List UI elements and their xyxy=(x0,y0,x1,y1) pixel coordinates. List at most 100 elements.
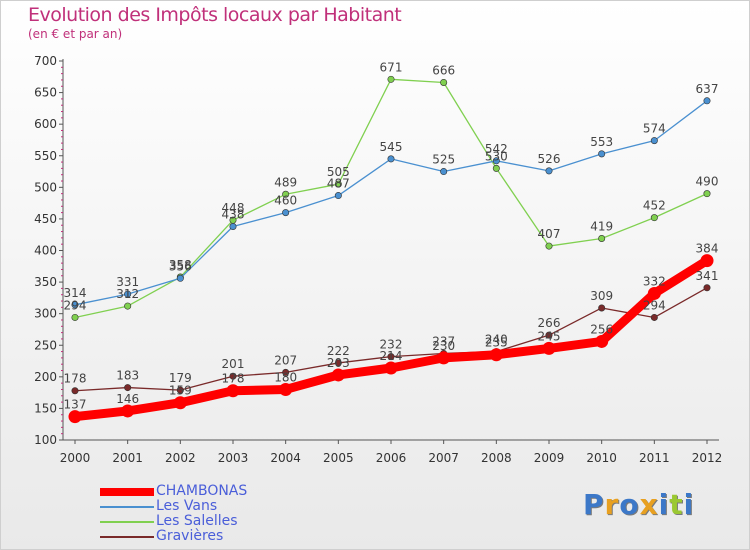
data-label: 358 xyxy=(169,258,192,272)
data-point xyxy=(387,155,395,163)
y-tick-label: 300 xyxy=(34,307,57,321)
data-point xyxy=(437,351,451,365)
legend-swatch xyxy=(100,488,154,496)
data-point xyxy=(282,368,290,376)
data-point xyxy=(124,290,132,298)
data-label: 505 xyxy=(327,165,350,179)
data-label: 452 xyxy=(643,199,666,213)
data-label: 331 xyxy=(116,275,139,289)
data-label: 341 xyxy=(696,269,719,283)
data-point xyxy=(334,192,342,200)
data-point xyxy=(71,313,79,321)
data-label: 266 xyxy=(538,316,561,330)
data-point xyxy=(173,396,187,410)
data-label: 183 xyxy=(116,369,139,383)
data-point xyxy=(331,368,345,382)
data-point xyxy=(700,254,714,268)
x-tick-label: 2001 xyxy=(112,451,143,465)
y-tick-label: 400 xyxy=(34,244,57,258)
y-tick-label: 600 xyxy=(34,117,57,131)
data-label: 525 xyxy=(432,153,455,167)
logo-letter: t xyxy=(669,488,684,521)
data-label: 487 xyxy=(327,177,350,191)
logo-letter: i xyxy=(683,488,695,521)
data-label: 146 xyxy=(116,392,139,406)
data-point xyxy=(542,341,556,355)
data-point xyxy=(595,334,609,348)
data-point xyxy=(176,386,184,394)
data-point xyxy=(387,75,395,83)
x-tick-label: 2002 xyxy=(165,451,196,465)
data-label: 245 xyxy=(538,329,561,343)
data-label: 178 xyxy=(222,372,245,386)
data-point xyxy=(703,97,711,105)
data-label: 671 xyxy=(380,60,403,74)
data-point xyxy=(647,286,661,300)
data-label: 553 xyxy=(590,135,613,149)
data-point xyxy=(124,384,132,392)
data-point xyxy=(176,274,184,282)
data-label: 235 xyxy=(485,336,508,350)
data-label: 207 xyxy=(274,353,297,367)
data-label: 332 xyxy=(643,274,666,288)
data-point xyxy=(492,164,500,172)
data-label: 526 xyxy=(538,152,561,166)
data-label: 232 xyxy=(380,338,403,352)
data-label: 294 xyxy=(643,298,666,312)
x-tick-label: 2010 xyxy=(586,451,617,465)
logo-letter: P xyxy=(583,488,605,521)
data-point xyxy=(124,302,132,310)
legend-label: Les Vans xyxy=(156,498,218,514)
y-tick-label: 250 xyxy=(34,338,57,352)
chart-title: Evolution des Impôts locaux par Habitant xyxy=(28,4,402,26)
data-label: 574 xyxy=(643,122,666,136)
logo-letter: r xyxy=(604,488,620,521)
y-tick-label: 100 xyxy=(34,433,57,447)
data-label: 237 xyxy=(432,334,455,348)
legend-swatch xyxy=(100,521,154,523)
data-point xyxy=(279,382,293,396)
data-point xyxy=(440,168,448,176)
data-label: 230 xyxy=(432,339,455,353)
data-label: 178 xyxy=(64,372,87,386)
data-point xyxy=(384,361,398,375)
data-point xyxy=(650,137,658,145)
x-tick-label: 2003 xyxy=(218,451,249,465)
y-tick-label: 450 xyxy=(34,212,57,226)
data-label: 490 xyxy=(696,175,719,189)
x-tick-label: 2008 xyxy=(481,451,512,465)
data-point xyxy=(703,284,711,292)
x-tick-label: 2000 xyxy=(60,451,91,465)
x-tick-label: 2006 xyxy=(376,451,407,465)
legend-swatch xyxy=(100,536,154,538)
data-label: 203 xyxy=(327,356,350,370)
data-label: 438 xyxy=(222,207,245,221)
data-point xyxy=(598,304,606,312)
data-point xyxy=(545,242,553,250)
data-point xyxy=(71,387,79,395)
data-label: 419 xyxy=(590,219,613,233)
data-label: 222 xyxy=(327,344,350,358)
data-point xyxy=(71,301,79,309)
x-tick-label: 2005 xyxy=(323,451,354,465)
data-label: 530 xyxy=(485,149,508,163)
data-point xyxy=(650,214,658,222)
data-point xyxy=(226,384,240,398)
data-label: 489 xyxy=(274,175,297,189)
data-label: 294 xyxy=(64,298,87,312)
data-point xyxy=(121,404,135,418)
logo-letter: i xyxy=(658,488,670,521)
data-point xyxy=(334,359,342,367)
series-les-vans xyxy=(71,97,711,309)
data-point xyxy=(489,348,503,362)
data-point xyxy=(387,353,395,361)
data-point xyxy=(492,157,500,165)
data-point xyxy=(282,209,290,217)
x-tick-label: 2012 xyxy=(692,451,723,465)
data-point xyxy=(68,410,82,424)
y-tick-label: 700 xyxy=(34,54,57,68)
data-point xyxy=(545,167,553,175)
data-label: 201 xyxy=(222,357,245,371)
